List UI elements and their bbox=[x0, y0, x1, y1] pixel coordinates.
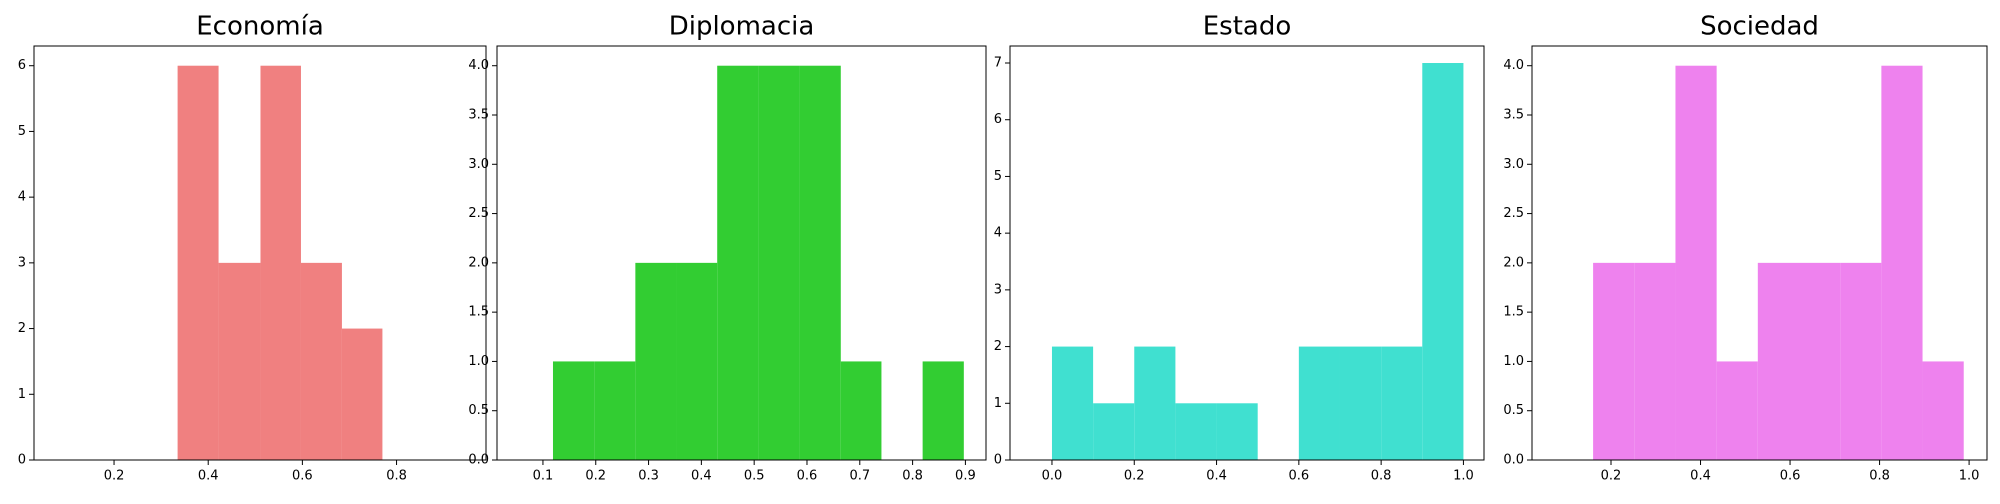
x-tick-label: 0.5 bbox=[744, 469, 765, 484]
x-tick-label: 0.6 bbox=[1289, 469, 1310, 484]
chart-title: Diplomacia bbox=[669, 12, 815, 42]
y-tick-label: 5 bbox=[994, 169, 1002, 184]
axes-frame bbox=[33, 45, 487, 461]
bar bbox=[1757, 262, 1800, 460]
bar bbox=[1339, 346, 1382, 460]
bar bbox=[758, 65, 800, 460]
bar bbox=[1675, 65, 1717, 460]
y-tick-label: 2.5 bbox=[468, 206, 489, 221]
y-tick-label: 6 bbox=[994, 112, 1002, 127]
x-tick-label: 1.0 bbox=[1453, 469, 1474, 484]
chart-title: Economía bbox=[196, 12, 324, 42]
x-tick-label: 0.4 bbox=[1206, 469, 1227, 484]
bar bbox=[635, 262, 677, 460]
x-tick-label: 0.4 bbox=[1690, 469, 1711, 484]
y-tick-label: 2.0 bbox=[468, 255, 489, 270]
bar bbox=[922, 361, 964, 460]
y-tick-label: 0.5 bbox=[1503, 403, 1524, 418]
x-tick-label: 0.9 bbox=[955, 469, 976, 484]
y-tick-label: 4.0 bbox=[1503, 58, 1524, 73]
bar bbox=[1422, 63, 1464, 460]
y-tick-label: 6 bbox=[18, 58, 26, 73]
y-tick-label: 2.5 bbox=[1503, 206, 1524, 221]
x-tick-label: 0.7 bbox=[849, 469, 870, 484]
bar bbox=[1051, 346, 1094, 460]
y-tick-label: 0.0 bbox=[468, 453, 489, 468]
bar bbox=[1175, 403, 1217, 460]
bar bbox=[594, 361, 636, 460]
y-tick-label: 3.5 bbox=[468, 108, 489, 123]
x-tick-label: 0.6 bbox=[1780, 469, 1801, 484]
y-tick-label: 1.0 bbox=[1503, 354, 1524, 369]
bar bbox=[676, 262, 718, 460]
bar bbox=[717, 65, 759, 460]
bar bbox=[1134, 346, 1176, 460]
y-tick-label: 0 bbox=[18, 453, 26, 468]
x-tick-label: 0.4 bbox=[198, 469, 219, 484]
x-tick-label: 0.3 bbox=[638, 469, 659, 484]
x-tick-label: 0.2 bbox=[104, 469, 125, 484]
y-tick-label: 4 bbox=[994, 226, 1002, 241]
bar bbox=[1381, 346, 1423, 460]
x-tick-label: 0.4 bbox=[691, 469, 712, 484]
y-tick-label: 3.0 bbox=[468, 157, 489, 172]
y-tick-label: 0.5 bbox=[468, 403, 489, 418]
x-tick-label: 0.2 bbox=[585, 469, 606, 484]
bar bbox=[260, 65, 301, 460]
axes-frame bbox=[1009, 45, 1485, 461]
x-tick-label: 0.2 bbox=[1124, 469, 1145, 484]
bar bbox=[1799, 262, 1841, 460]
chart-title: Estado bbox=[1203, 12, 1292, 42]
bar bbox=[1881, 65, 1923, 460]
bar bbox=[1716, 361, 1758, 460]
x-tick-label: 0.8 bbox=[902, 469, 923, 484]
y-tick-label: 4.0 bbox=[468, 58, 489, 73]
x-tick-label: 0.8 bbox=[386, 469, 407, 484]
y-tick-label: 2.0 bbox=[1503, 255, 1524, 270]
y-tick-label: 7 bbox=[994, 56, 1002, 71]
bar bbox=[1634, 262, 1676, 460]
bar bbox=[552, 361, 595, 460]
bar bbox=[1840, 262, 1882, 460]
y-tick-label: 3 bbox=[994, 282, 1002, 297]
bar bbox=[218, 262, 261, 460]
y-tick-label: 3.5 bbox=[1503, 108, 1524, 123]
bar bbox=[1298, 346, 1340, 460]
x-tick-label: 0.0 bbox=[1042, 469, 1063, 484]
x-tick-label: 1.0 bbox=[1959, 469, 1980, 484]
x-tick-label: 0.8 bbox=[1869, 469, 1890, 484]
bar bbox=[1922, 361, 1964, 460]
bar bbox=[840, 361, 882, 460]
axes-frame bbox=[1531, 45, 1988, 461]
chart-title: Sociedad bbox=[1700, 12, 1819, 42]
bar bbox=[1093, 403, 1135, 460]
x-tick-label: 0.1 bbox=[533, 469, 554, 484]
bar bbox=[177, 65, 219, 460]
bar bbox=[1593, 262, 1635, 460]
bar bbox=[300, 262, 342, 460]
y-tick-label: 3 bbox=[18, 255, 26, 270]
x-tick-label: 0.6 bbox=[292, 469, 313, 484]
y-tick-label: 2 bbox=[18, 321, 26, 336]
bar bbox=[1216, 403, 1258, 460]
y-tick-label: 4 bbox=[18, 190, 26, 205]
y-tick-label: 1.0 bbox=[468, 354, 489, 369]
bar bbox=[799, 65, 841, 460]
x-tick-label: 0.6 bbox=[797, 469, 818, 484]
axes-frame bbox=[496, 45, 987, 461]
y-tick-label: 3.0 bbox=[1503, 157, 1524, 172]
y-tick-label: 5 bbox=[18, 124, 26, 139]
x-tick-label: 0.8 bbox=[1371, 469, 1392, 484]
y-tick-label: 1 bbox=[18, 387, 26, 402]
y-tick-label: 2 bbox=[994, 339, 1002, 354]
y-tick-label: 0 bbox=[994, 453, 1002, 468]
y-tick-label: 1.5 bbox=[1503, 305, 1524, 320]
y-tick-label: 0.0 bbox=[1503, 453, 1524, 468]
y-tick-label: 1.5 bbox=[468, 305, 489, 320]
y-tick-label: 1 bbox=[994, 396, 1002, 411]
bar bbox=[341, 328, 383, 460]
x-tick-label: 0.2 bbox=[1601, 469, 1622, 484]
